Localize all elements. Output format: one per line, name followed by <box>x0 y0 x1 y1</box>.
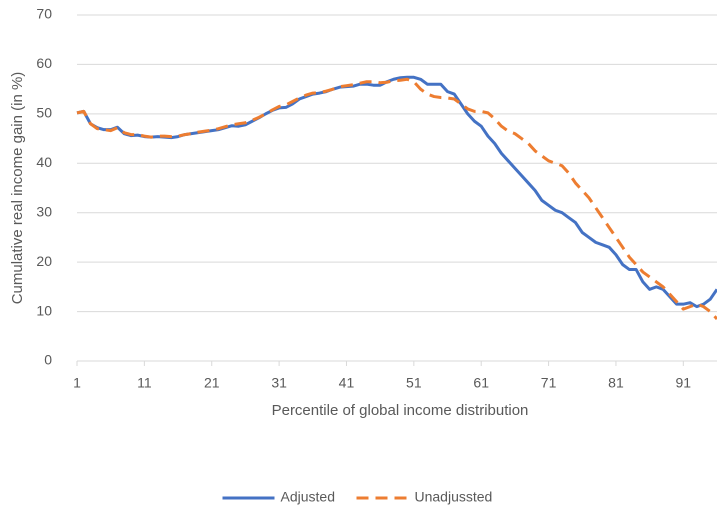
x-tick-label: 11 <box>137 375 152 391</box>
x-tick-label: 21 <box>204 375 220 391</box>
y-tick-label: 10 <box>36 302 52 318</box>
x-tick-label: 61 <box>473 375 489 391</box>
x-tick-label: 71 <box>541 375 557 391</box>
x-tick-label: 51 <box>406 375 422 391</box>
y-tick-label: 20 <box>36 253 52 269</box>
legend-label: Unadjussted <box>415 489 493 505</box>
x-tick-label: 31 <box>271 375 287 391</box>
y-tick-label: 60 <box>36 55 52 71</box>
data-line <box>76 75 717 309</box>
data-line <box>76 77 717 320</box>
y-axis-title: Cumulative real income gain (in %) <box>9 72 26 305</box>
x-tick-label: 81 <box>608 375 624 391</box>
y-tick-label: 70 <box>36 6 52 22</box>
x-tick-label: 91 <box>676 375 692 391</box>
legend-label: Adjusted <box>281 489 335 505</box>
y-tick-label: 0 <box>44 352 52 368</box>
x-tick-label: 41 <box>339 375 355 391</box>
x-axis-title: Percentile of global income distribution <box>272 402 529 419</box>
x-tick-label: 1 <box>73 375 81 391</box>
y-tick-label: 40 <box>36 154 52 170</box>
y-tick-label: 30 <box>36 203 52 219</box>
y-tick-label: 50 <box>36 105 52 121</box>
